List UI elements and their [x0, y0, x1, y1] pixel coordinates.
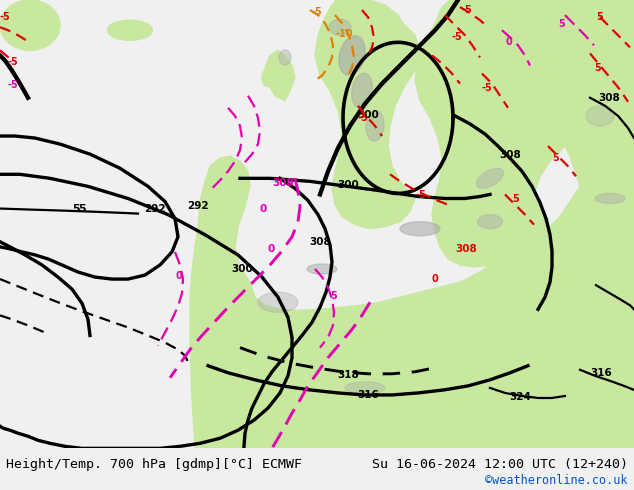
Text: 0: 0: [175, 271, 182, 281]
Text: 292: 292: [144, 203, 166, 214]
Text: 0: 0: [432, 274, 439, 284]
Ellipse shape: [329, 19, 351, 35]
Text: 5: 5: [72, 203, 80, 214]
Text: 5: 5: [512, 194, 519, 203]
Text: Su 16-06-2024 12:00 UTC (12+240): Su 16-06-2024 12:00 UTC (12+240): [372, 458, 628, 471]
Ellipse shape: [0, 0, 60, 50]
Ellipse shape: [339, 36, 365, 75]
Text: 300: 300: [231, 264, 253, 274]
Polygon shape: [334, 0, 405, 50]
Text: 300: 300: [337, 180, 359, 191]
Text: 5: 5: [594, 63, 601, 73]
Ellipse shape: [345, 382, 385, 394]
Text: 300: 300: [357, 110, 379, 120]
Ellipse shape: [595, 194, 625, 203]
Ellipse shape: [262, 69, 274, 87]
Text: -5: -5: [0, 12, 11, 22]
Ellipse shape: [307, 264, 337, 274]
Text: 316: 316: [590, 368, 612, 378]
Polygon shape: [265, 50, 295, 101]
Text: 308: 308: [272, 178, 294, 188]
Ellipse shape: [279, 50, 291, 65]
Ellipse shape: [366, 111, 384, 141]
Text: 5: 5: [558, 19, 565, 29]
Polygon shape: [315, 0, 420, 229]
Text: -5: -5: [8, 57, 19, 68]
Text: 0: 0: [268, 244, 275, 254]
Polygon shape: [190, 0, 634, 448]
Ellipse shape: [477, 169, 503, 188]
Polygon shape: [580, 0, 634, 247]
Text: 0: 0: [505, 37, 512, 48]
Text: 324: 324: [509, 392, 531, 402]
Text: -5: -5: [415, 191, 426, 200]
Ellipse shape: [586, 106, 614, 126]
Ellipse shape: [108, 20, 153, 40]
Ellipse shape: [352, 73, 372, 108]
Text: -10: -10: [336, 29, 354, 39]
Text: 308: 308: [598, 93, 620, 103]
Text: -5: -5: [482, 83, 493, 93]
Polygon shape: [415, 0, 580, 267]
Text: -5: -5: [8, 80, 19, 90]
Text: Height/Temp. 700 hPa [gdmp][°C] ECMWF: Height/Temp. 700 hPa [gdmp][°C] ECMWF: [6, 458, 302, 471]
Text: 308: 308: [309, 237, 331, 247]
Text: -5: -5: [452, 32, 463, 42]
Text: 0: 0: [260, 203, 268, 214]
Ellipse shape: [400, 221, 440, 236]
Text: 292: 292: [187, 200, 209, 211]
Text: 5: 5: [78, 203, 86, 214]
Text: 308: 308: [455, 244, 477, 254]
Text: -5: -5: [462, 5, 473, 15]
Ellipse shape: [477, 215, 503, 229]
Text: 316: 316: [357, 390, 379, 400]
Text: -5: -5: [358, 113, 369, 123]
Text: 308: 308: [499, 150, 521, 160]
Ellipse shape: [258, 292, 298, 312]
Ellipse shape: [339, 142, 357, 170]
Text: 5: 5: [596, 12, 603, 22]
Text: 5: 5: [552, 153, 559, 163]
Text: -5: -5: [312, 7, 323, 17]
Text: ©weatheronline.co.uk: ©weatheronline.co.uk: [485, 474, 628, 487]
Text: 318: 318: [337, 370, 359, 380]
Text: 5: 5: [330, 291, 337, 301]
